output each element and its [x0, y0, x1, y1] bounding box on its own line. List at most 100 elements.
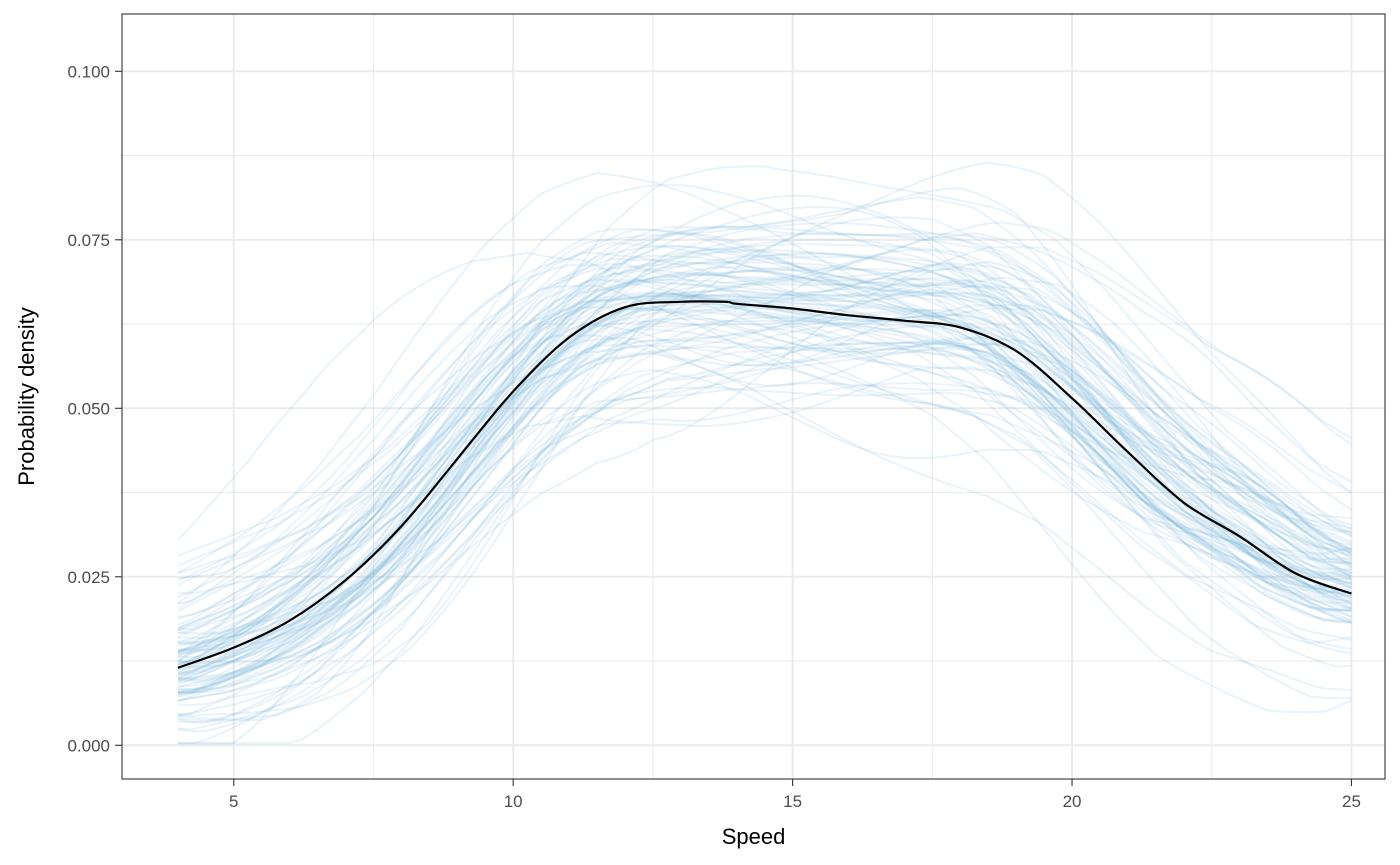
- replicate-line: [177, 352, 1352, 691]
- replicate-line: [177, 317, 1352, 723]
- replicate-line: [177, 293, 1352, 670]
- replicate-density-lines: [177, 161, 1353, 745]
- replicate-line: [177, 386, 1352, 721]
- y-tick-label: 0.025: [67, 568, 110, 587]
- x-tick-label: 10: [504, 792, 523, 811]
- replicate-line: [177, 248, 1352, 689]
- replicate-line: [177, 165, 1352, 680]
- replicate-line: [177, 312, 1352, 683]
- replicate-line: [177, 291, 1353, 619]
- x-tick-label: 5: [229, 792, 238, 811]
- replicate-line: [177, 245, 1352, 676]
- replicate-line: [177, 319, 1352, 678]
- replicate-line: [177, 320, 1352, 722]
- replicate-line: [177, 267, 1352, 653]
- major-grid: [122, 14, 1385, 779]
- replicate-line: [177, 161, 1353, 683]
- replicate-line: [177, 241, 1352, 668]
- replicate-line: [177, 366, 1352, 635]
- x-tick-label: 15: [783, 792, 802, 811]
- replicate-line: [177, 313, 1352, 716]
- replicate-line: [177, 268, 1352, 745]
- replicate-line: [177, 289, 1352, 595]
- y-axis-title: Probability density: [14, 307, 39, 486]
- mean-density-line: [177, 300, 1352, 669]
- replicate-line: [177, 196, 1352, 666]
- replicate-line: [177, 187, 1352, 654]
- replicate-line: [177, 225, 1352, 629]
- replicate-line: [177, 253, 1352, 620]
- replicate-line: [177, 225, 1352, 702]
- replicate-line: [177, 278, 1352, 667]
- replicate-line: [177, 284, 1352, 624]
- replicate-line: [177, 257, 1352, 663]
- replicate-line: [177, 251, 1352, 693]
- x-axis-ticks: 5 10 15 20 25: [229, 779, 1361, 811]
- replicate-line: [177, 271, 1352, 693]
- replicate-line: [177, 238, 1352, 686]
- replicate-line: [177, 341, 1352, 691]
- replicate-line: [177, 288, 1352, 666]
- replicate-line: [177, 328, 1352, 700]
- replicate-line: [177, 292, 1352, 706]
- y-tick-label: 0.000: [67, 736, 110, 755]
- replicate-line: [177, 339, 1352, 745]
- replicate-line: [177, 336, 1353, 644]
- replicate-line: [177, 246, 1353, 682]
- replicate-line: [177, 344, 1352, 664]
- replicate-line: [177, 342, 1352, 635]
- replicate-line: [177, 300, 1352, 695]
- replicate-line: [177, 279, 1352, 622]
- replicate-line: [177, 303, 1352, 630]
- replicate-line: [177, 243, 1352, 680]
- replicate-line: [177, 262, 1352, 654]
- replicate-line: [177, 306, 1352, 651]
- replicate-line: [177, 305, 1352, 681]
- replicate-line: [177, 255, 1352, 597]
- minor-grid: [122, 14, 1385, 779]
- replicate-line: [177, 194, 1352, 674]
- replicate-line: [177, 261, 1352, 654]
- replicate-line: [177, 301, 1353, 653]
- replicate-line: [177, 278, 1352, 663]
- replicate-line: [177, 368, 1352, 646]
- y-tick-label: 0.050: [67, 399, 110, 418]
- y-tick-label: 0.100: [67, 62, 110, 81]
- replicate-line: [177, 325, 1352, 718]
- replicate-line: [177, 342, 1352, 731]
- replicate-line: [177, 205, 1352, 703]
- replicate-line: [177, 382, 1352, 694]
- replicate-line: [177, 248, 1352, 733]
- replicate-line: [177, 251, 1352, 574]
- replicate-line: [177, 278, 1352, 695]
- replicate-line: [177, 382, 1352, 645]
- replicate-line: [177, 216, 1352, 668]
- replicate-line: [177, 308, 1352, 679]
- y-axis-ticks: 0.000 0.025 0.050 0.075 0.100: [67, 62, 122, 755]
- replicate-line: [177, 303, 1352, 698]
- replicate-line: [177, 280, 1352, 695]
- replicate-line: [177, 265, 1352, 675]
- y-tick-label: 0.075: [67, 231, 110, 250]
- replicate-line: [177, 334, 1352, 631]
- replicate-line: [177, 251, 1352, 590]
- replicate-line: [177, 284, 1352, 694]
- replicate-line: [177, 233, 1352, 702]
- replicate-line: [177, 310, 1352, 656]
- panel-border: [121, 13, 1386, 780]
- replicate-line: [177, 275, 1352, 557]
- replicate-line: [177, 268, 1352, 683]
- replicate-line: [177, 306, 1352, 638]
- replicate-line: [177, 254, 1352, 631]
- replicate-line: [177, 345, 1352, 688]
- replicate-line: [177, 228, 1352, 626]
- replicate-line: [177, 260, 1352, 632]
- x-tick-label: 25: [1342, 792, 1361, 811]
- replicate-line: [177, 308, 1352, 652]
- replicate-line: [177, 171, 1352, 605]
- replicate-line: [177, 316, 1352, 745]
- replicate-line: [177, 266, 1352, 657]
- replicate-line: [177, 228, 1352, 674]
- replicate-line: [177, 263, 1352, 659]
